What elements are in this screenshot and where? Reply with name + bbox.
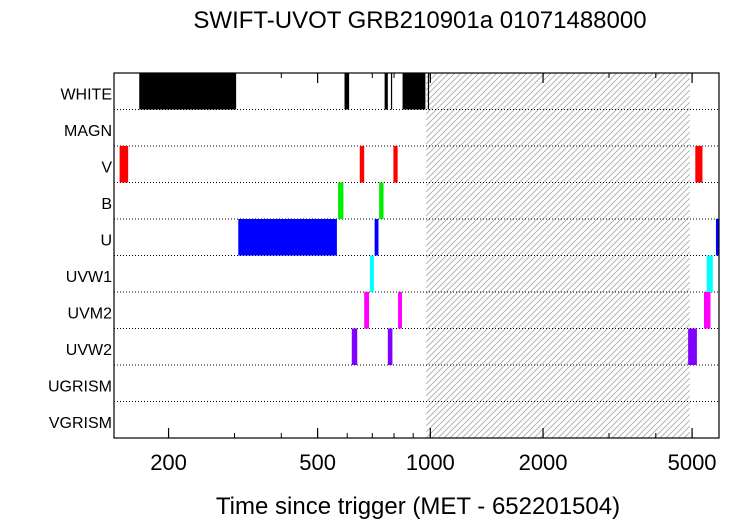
x-tick-label: 200 [150,450,187,475]
exposure-bar-u [374,219,379,256]
exposure-bar-u [238,219,337,256]
exposure-bar-v [119,146,129,183]
exposure-bar-v [695,146,703,183]
row-label-uvw1: UVW1 [66,269,112,286]
row-label-uvm2: UVM2 [68,305,113,322]
exposure-bar-white [402,73,426,110]
plot-area: WHITE MAGN V B U UVW1 UVM2 UVW2 UGRISM VGRISM 200 5… [48,72,720,475]
row-label-uvw2: UVW2 [66,342,112,359]
row-label-b: B [101,196,112,213]
exposure-bar-uvw2 [688,328,697,365]
row-label-u: U [100,232,112,249]
exposure-bar-white [427,73,430,110]
plot-frame [113,72,720,439]
exposure-bar-uvm2 [703,292,711,329]
row-label-magn: MAGN [64,123,112,140]
x-tick-label: 2000 [519,450,568,475]
row-label-ugrism: UGRISM [48,378,112,395]
chart-title: SWIFT-UVOT GRB210901a 01071488000 [193,7,646,34]
exposure-bar-uvm2 [398,292,402,329]
x-tick-label: 1000 [406,450,455,475]
exposure-bar-v [393,146,398,183]
exposure-bar-uvw2 [387,328,393,365]
exposure-bar-u [715,219,719,256]
row-label-v: V [101,159,112,176]
row-label-white: WHITE [60,86,112,103]
exposure-bar-b [379,182,384,219]
x-axis-label: Time since trigger (MET - 652201504) [216,493,620,520]
x-tick-label: 5000 [668,450,717,475]
exposure-bar-uvw1 [706,255,713,292]
exposure-bar-white [384,73,388,110]
x-tick-label: 500 [299,450,336,475]
row-label-vgrism: VGRISM [49,415,112,432]
exposure-bar-uvm2 [364,292,370,329]
exposure-bar-v [359,146,365,183]
exposure-bar-white [390,73,393,110]
exposure-bar-white [139,73,237,110]
exposure-bar-b [338,182,344,219]
exposure-bar-white [344,73,350,110]
exposure-bar-uvw1 [369,255,374,292]
exposure-bar-uvw2 [351,328,358,365]
